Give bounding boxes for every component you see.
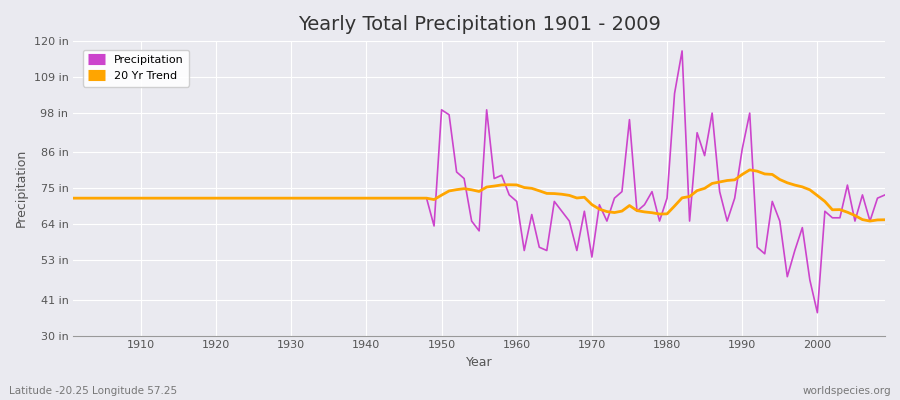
Y-axis label: Precipitation: Precipitation <box>15 149 28 228</box>
Title: Yearly Total Precipitation 1901 - 2009: Yearly Total Precipitation 1901 - 2009 <box>298 15 661 34</box>
Legend: Precipitation, 20 Yr Trend: Precipitation, 20 Yr Trend <box>83 50 189 86</box>
Text: worldspecies.org: worldspecies.org <box>803 386 891 396</box>
X-axis label: Year: Year <box>466 356 492 369</box>
Text: Latitude -20.25 Longitude 57.25: Latitude -20.25 Longitude 57.25 <box>9 386 177 396</box>
